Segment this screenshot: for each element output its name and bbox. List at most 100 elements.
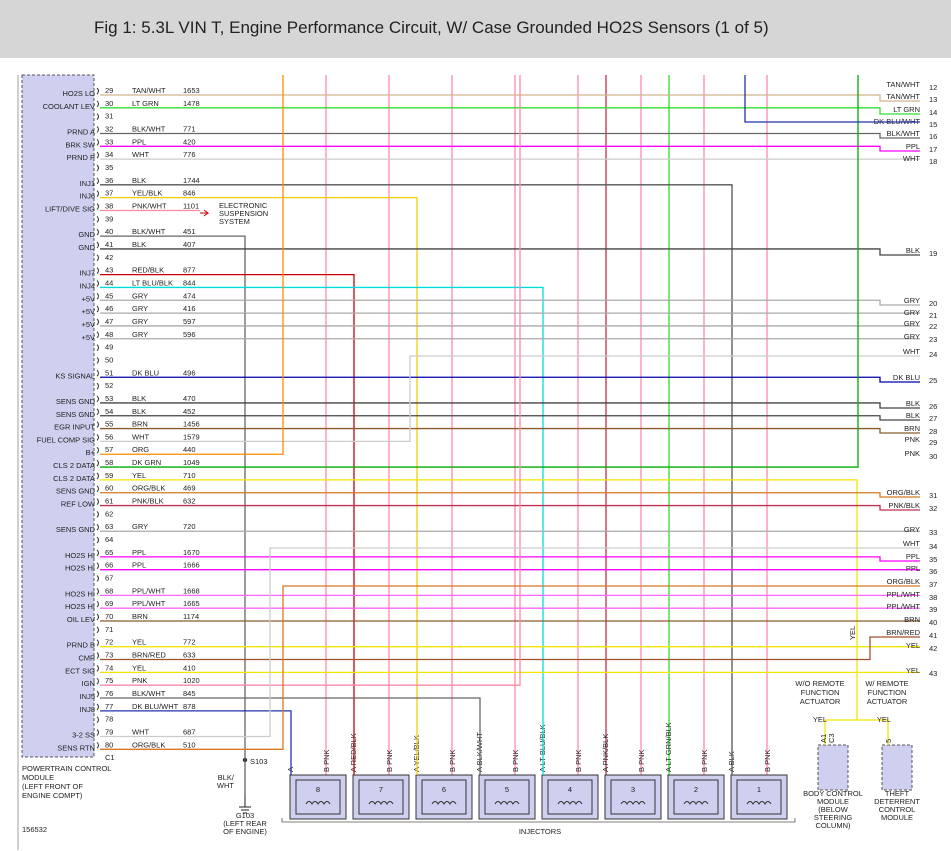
- right-wire-color: BRN: [904, 424, 920, 433]
- pin-connector: [96, 536, 99, 544]
- circuit-number: 420: [183, 137, 196, 146]
- pin-number: 65: [105, 548, 113, 557]
- pin-signal: SENS GND: [56, 410, 96, 419]
- circuit-number: 451: [183, 227, 196, 236]
- bcm-box: [817, 744, 849, 791]
- right-wire-color: PPL/WHT: [887, 590, 921, 599]
- right-wire-color: GRY: [904, 308, 920, 317]
- wire-color: YEL: [132, 638, 146, 647]
- right-ref-number: 22: [929, 322, 937, 331]
- right-wire-color: PPL: [906, 552, 920, 561]
- pin-connector: [96, 703, 99, 711]
- wire-color: GRY: [132, 304, 148, 313]
- pin-connector: [96, 100, 99, 108]
- right-ref-number: 41: [929, 631, 937, 640]
- wire-color: BRN: [132, 420, 148, 429]
- wire-color: GRY: [132, 330, 148, 339]
- right-wire-color: PNK: [905, 449, 920, 458]
- tdm-option: W/ REMOTE: [865, 679, 908, 688]
- injector: [415, 774, 473, 820]
- pin-connector: [96, 369, 99, 377]
- pin-connector: [96, 408, 99, 416]
- wire-color: PPL: [132, 137, 146, 146]
- injector-number: 3: [631, 785, 635, 794]
- wire-color: ORG: [132, 445, 149, 454]
- right-ref-number: 32: [929, 504, 937, 513]
- wire-color: PNK/BLK: [132, 497, 164, 506]
- circuit-number: 597: [183, 317, 196, 326]
- circuit-number: 846: [183, 189, 196, 198]
- pin-signal: CLS 2 DATA: [53, 474, 95, 483]
- injector-number: 8: [316, 785, 320, 794]
- injector-coil: [494, 801, 520, 805]
- pin-signal: ECT SIG: [65, 666, 95, 675]
- bcm-wire-color: YEL: [813, 715, 827, 724]
- pin-number: 49: [105, 343, 113, 352]
- wire-color: DK BLU/WHT: [132, 702, 179, 711]
- pin-number: 38: [105, 201, 113, 210]
- wire: [100, 107, 920, 115]
- pin-signal: FUEL COMP SIG: [37, 435, 96, 444]
- tdm-name: MODULE: [881, 813, 913, 822]
- circuit-number: 410: [183, 663, 196, 672]
- pin-connector: [96, 190, 99, 197]
- circuit-number: 510: [183, 740, 196, 749]
- pin-number: 54: [105, 407, 113, 416]
- wire-color: BLK: [132, 407, 146, 416]
- right-ref-number: 43: [929, 669, 937, 678]
- tdm-pin: 5: [884, 739, 893, 743]
- pin-connector: [96, 318, 99, 326]
- right-wire-color: BRN: [904, 615, 920, 624]
- wire-color: BRN: [132, 612, 148, 621]
- wire-color: PPL: [132, 548, 146, 557]
- injector-inner: [295, 779, 341, 815]
- wire-color: BLK/WHT: [132, 689, 166, 698]
- vertical-wire-label: YEL: [848, 626, 857, 640]
- pin-number: 62: [105, 509, 113, 518]
- title: Fig 1: 5.3L VIN T, Engine Performance Ci…: [94, 18, 769, 37]
- ground-wire-color: WHT: [217, 781, 234, 790]
- figure-id: 156532: [22, 825, 47, 834]
- pin-number: 34: [105, 150, 113, 159]
- pin-connector: [96, 395, 99, 403]
- pin-connector: [96, 446, 99, 454]
- pin-signal: GND: [78, 230, 95, 239]
- ground-location: OF ENGINE): [223, 827, 267, 836]
- wire-color: YEL: [132, 663, 146, 672]
- right-ref-number: 26: [929, 402, 937, 411]
- right-ref-number: 20: [929, 299, 937, 308]
- wire: [100, 547, 920, 738]
- circuit-number: 1101: [183, 201, 199, 210]
- wire: [100, 697, 481, 775]
- wire: [744, 75, 920, 123]
- injector: [667, 774, 725, 820]
- pin-signal: EGR INPUT: [54, 423, 95, 432]
- wire-color: BLK: [132, 176, 146, 185]
- pin-connector: [96, 87, 99, 95]
- pin-number: 47: [105, 317, 113, 326]
- pin-signal: SENS GND: [56, 525, 96, 534]
- bcm-option: FUNCTION: [801, 688, 840, 697]
- pin-signal: OIL LEV: [67, 615, 95, 624]
- pcm-caption: MODULE: [22, 773, 54, 782]
- pin-connector: [96, 228, 99, 236]
- right-wire-color: GRY: [904, 332, 920, 341]
- bcm-name: BODY CONTROL: [803, 789, 863, 798]
- tdm-box: [881, 744, 913, 791]
- pin-number: 73: [105, 651, 113, 660]
- circuit-number: 1666: [183, 561, 200, 570]
- pin-signal: INJ5: [80, 692, 95, 701]
- wire: [100, 355, 920, 443]
- injector-pin-b: B PNK: [448, 749, 457, 772]
- circuit-number: 440: [183, 445, 196, 454]
- injector: [289, 774, 347, 820]
- pin-number: 68: [105, 586, 113, 595]
- pin-connector: [96, 716, 99, 724]
- pin-connector: [96, 664, 99, 672]
- circuit-number: 720: [183, 522, 196, 531]
- right-wire-color: YEL: [906, 666, 920, 675]
- pin-signal: B+: [86, 448, 96, 457]
- injector-coil: [305, 801, 331, 805]
- circuit-number: 470: [183, 394, 196, 403]
